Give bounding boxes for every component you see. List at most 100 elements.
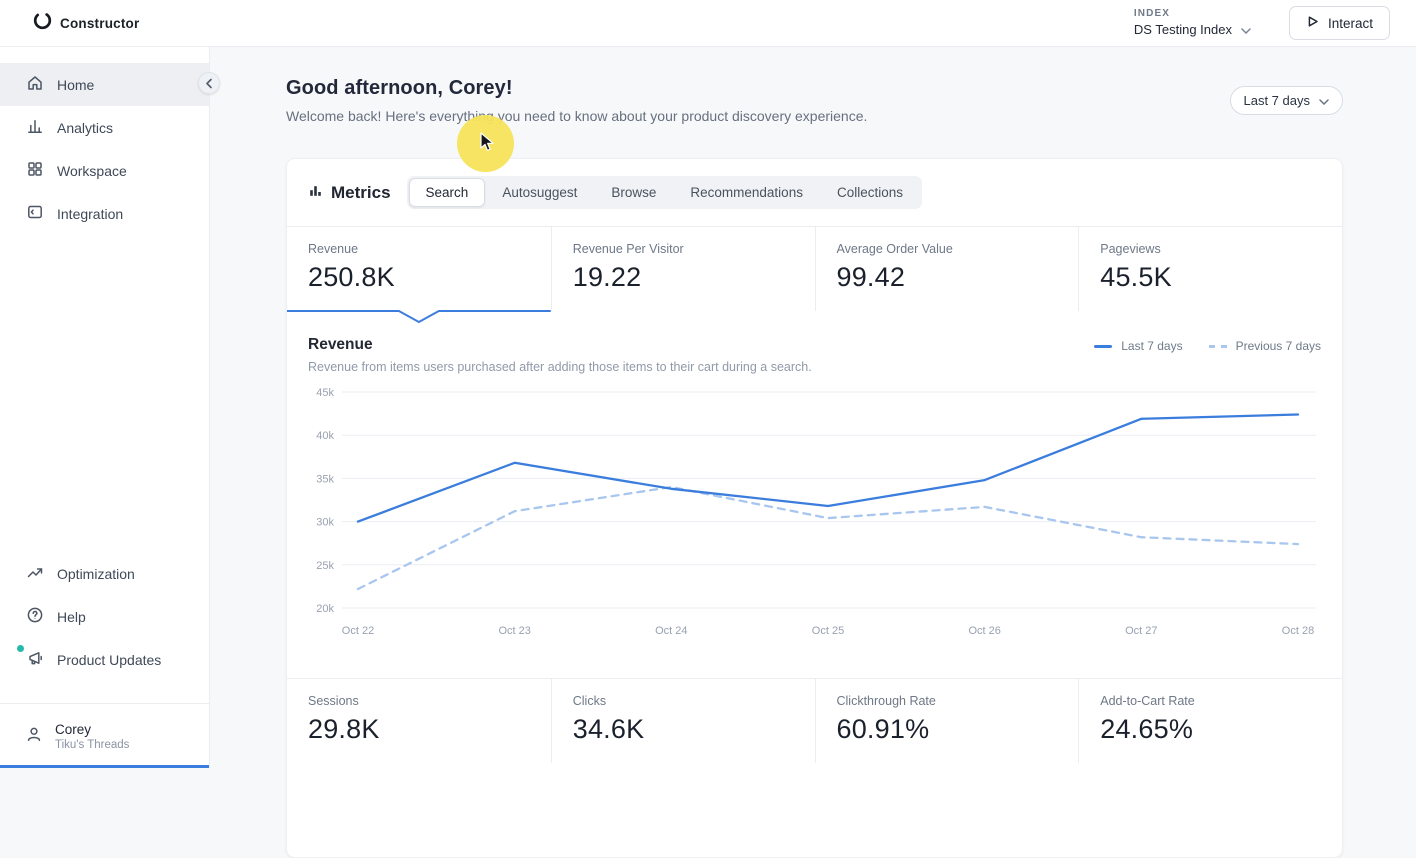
chart-legend: Last 7 days Previous 7 days [1094, 336, 1321, 353]
metric-tile-clicks[interactable]: Clicks 34.6K [550, 679, 815, 763]
sidebar-item-home[interactable]: Home [0, 63, 209, 106]
page-title: Good afternoon, Corey! [286, 77, 513, 99]
sidebar: Home Analytics Workspace Integration [0, 47, 220, 768]
metric-value: 34.6K [572, 714, 645, 744]
svg-text:Oct 22: Oct 22 [342, 625, 374, 637]
metric-label: Pageviews [1100, 242, 1161, 256]
svg-text:30k: 30k [316, 517, 334, 529]
interact-label: Interact [1327, 15, 1373, 31]
tab-browse[interactable]: Browse [594, 178, 673, 207]
metric-value: 60.91% [836, 714, 930, 744]
sidebar-item-help[interactable]: Help [0, 595, 209, 638]
metric-tile-add-to-cart-rate[interactable]: Add-to-Cart Rate 24.65% [1078, 679, 1342, 763]
sidebar-item-optimization[interactable]: Optimization [0, 552, 209, 595]
sidebar-bottom-accent [0, 765, 209, 768]
megaphone-icon [26, 649, 44, 670]
metric-value: 99.42 [836, 262, 906, 292]
metric-label: Revenue Per Visitor [572, 242, 684, 256]
chart-title: Revenue [308, 336, 373, 353]
sidebar-item-label: Optimization [57, 565, 135, 582]
brand[interactable]: Constructor [33, 11, 139, 35]
home-icon [26, 74, 44, 95]
svg-text:25k: 25k [316, 560, 334, 572]
svg-text:20k: 20k [316, 603, 334, 615]
sidebar-item-analytics[interactable]: Analytics [0, 106, 209, 149]
sidebar-item-label: Product Updates [57, 651, 162, 668]
legend-previous-7-days[interactable]: Previous 7 days [1208, 339, 1321, 353]
revenue-line-chart: 45k 40k 35k 30k 25k 20k Oct 22 Oct 23 Oct 24 Oct … [316, 387, 1316, 637]
metric-value: 29.8K [308, 714, 380, 744]
metric-value: 45.5K [1100, 262, 1172, 292]
analytics-icon [26, 117, 44, 138]
play-icon [1306, 15, 1319, 31]
solid-line-swatch [1094, 344, 1113, 348]
tab-recommendations[interactable]: Recommendations [673, 178, 820, 207]
metric-tile-average-order-value[interactable]: Average Order Value 99.42 [814, 227, 1079, 311]
date-range-label: Last 7 days [1243, 93, 1311, 108]
svg-text:Oct 25: Oct 25 [812, 625, 844, 637]
tab-collections[interactable]: Collections [820, 178, 920, 207]
chevron-down-icon [1319, 93, 1329, 108]
metric-label: Clickthrough Rate [836, 694, 936, 708]
metric-tiles-top: Revenue 250.8K Revenue Per Visitor 19.22… [287, 226, 1342, 324]
svg-text:Oct 28: Oct 28 [1282, 625, 1314, 637]
svg-text:40k: 40k [316, 430, 334, 442]
metric-label: Average Order Value [836, 242, 953, 256]
index-selector[interactable]: INDEX DS Testing Index [1134, 8, 1251, 39]
constructor-logo-icon [33, 11, 52, 35]
tab-search[interactable]: Search [408, 178, 486, 207]
sidebar-item-integration[interactable]: Integration [0, 192, 209, 235]
topbar: Constructor INDEX DS Testing Index Inter… [0, 0, 1416, 47]
svg-text:35k: 35k [316, 473, 334, 485]
dashed-line-swatch [1208, 344, 1227, 348]
revenue-chart-section: Revenue Revenue from items users purchas… [287, 311, 1342, 678]
sidebar-item-label: Home [57, 76, 95, 93]
sidebar-item-label: Help [57, 608, 86, 625]
metric-label: Clicks [572, 694, 607, 708]
index-value: DS Testing Index [1133, 22, 1232, 37]
date-range-selector[interactable]: Last 7 days [1229, 86, 1343, 115]
integration-icon [26, 203, 44, 224]
optimization-icon [26, 563, 44, 584]
metric-value: 24.65% [1100, 714, 1194, 744]
sidebar-item-label: Integration [57, 205, 124, 222]
metric-tile-revenue-per-visitor[interactable]: Revenue Per Visitor 19.22 [550, 227, 815, 311]
main-content: Good afternoon, Corey! Welcome back! Her… [210, 47, 1416, 858]
svg-text:Oct 23: Oct 23 [498, 625, 530, 637]
user-profile[interactable]: Corey Tiku's Threads [0, 703, 209, 768]
chart-subtitle: Revenue from items users purchased after… [308, 360, 812, 374]
metric-tile-pageviews[interactable]: Pageviews 45.5K [1078, 227, 1342, 311]
legend-last-7-days[interactable]: Last 7 days [1094, 339, 1183, 353]
interact-button[interactable]: Interact [1288, 6, 1390, 40]
metric-label: Sessions [308, 694, 359, 708]
user-company: Tiku's Threads [55, 738, 130, 751]
brand-name: Constructor [60, 15, 140, 31]
metric-tiles-bottom: Sessions 29.8K Clicks 34.6K Clickthrough… [287, 678, 1342, 763]
metric-value: 250.8K [308, 262, 395, 292]
metric-label: Revenue [308, 242, 359, 256]
svg-text:45k: 45k [316, 387, 334, 399]
metric-label: Add-to-Cart Rate [1100, 694, 1195, 708]
metrics-section-title: Metrics [308, 183, 391, 203]
sidebar-item-label: Analytics [57, 119, 114, 136]
workspace-icon [26, 160, 44, 181]
sidebar-item-label: Workspace [57, 162, 127, 179]
help-icon [26, 606, 44, 627]
sidebar-item-workspace[interactable]: Workspace [0, 149, 209, 192]
metrics-card: Metrics Search Autosuggest Browse Recomm… [286, 158, 1343, 858]
metric-tile-sessions[interactable]: Sessions 29.8K [287, 679, 551, 763]
bar-chart-icon [308, 183, 323, 203]
chevron-down-icon [1241, 21, 1251, 39]
metric-tile-revenue[interactable]: Revenue 250.8K [287, 227, 551, 324]
sidebar-collapse-button[interactable] [198, 72, 220, 94]
page-subtitle: Welcome back! Here's everything you need… [286, 108, 868, 124]
index-label: INDEX [1133, 7, 1170, 19]
user-icon [25, 725, 43, 748]
svg-text:Oct 26: Oct 26 [968, 625, 1000, 637]
svg-text:Oct 24: Oct 24 [655, 625, 687, 637]
tab-autosuggest[interactable]: Autosuggest [485, 178, 594, 207]
metrics-tab-group: Search Autosuggest Browse Recommendation… [406, 176, 922, 209]
sidebar-item-product-updates[interactable]: Product Updates [0, 638, 209, 681]
user-name: Corey [55, 721, 92, 737]
metric-tile-clickthrough-rate[interactable]: Clickthrough Rate 60.91% [814, 679, 1079, 763]
